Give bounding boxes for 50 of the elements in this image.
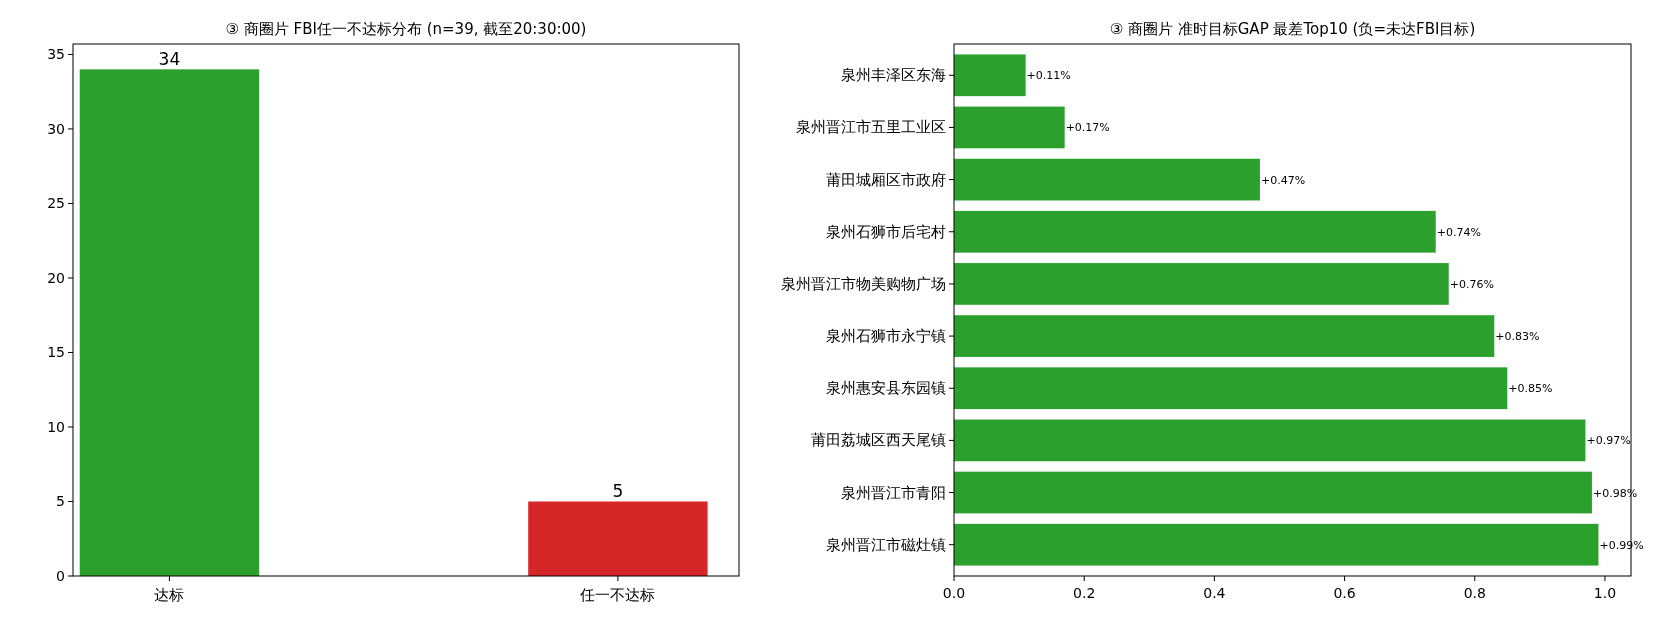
y-tick-label: 10: [47, 418, 65, 435]
y-tick-label: 泉州晋江市青阳: [841, 483, 946, 502]
data-label: +0.97%: [1586, 434, 1631, 448]
y-tick-label: 20: [47, 269, 65, 286]
y-tick-label: 15: [47, 344, 65, 361]
y-tick-label: 泉州石狮市后宅村: [826, 222, 946, 241]
y-tick-label: 泉州晋江市物美购物广场: [781, 274, 946, 293]
y-tick-label: 0: [56, 568, 65, 584]
data-label: +0.83%: [1495, 330, 1540, 344]
y-tick-label: 25: [47, 195, 65, 212]
bar: [954, 158, 1260, 201]
bar: [954, 54, 1026, 97]
data-label: +0.76%: [1449, 277, 1494, 291]
data-label: +0.98%: [1592, 486, 1638, 500]
y-tick-label: 35: [47, 46, 65, 63]
y-tick-label: 30: [47, 120, 65, 137]
data-label: 34: [158, 49, 181, 70]
x-tick-label: 任一不达标: [579, 586, 656, 604]
y-tick-label: 泉州晋江市五里工业区: [796, 118, 946, 137]
y-tick-label: 泉州石狮市永宁镇: [826, 327, 946, 346]
bar: [954, 106, 1065, 149]
x-tick-label: 0.6: [1333, 585, 1356, 601]
data-label: +0.74%: [1436, 225, 1481, 239]
x-tick-label: 0.2: [1073, 585, 1096, 601]
bar: [954, 315, 1495, 357]
data-label: 5: [612, 481, 624, 502]
y-tick-label: 5: [56, 493, 65, 510]
x-tick-label: 0.0: [942, 585, 966, 601]
x-tick-label: 0.8: [1463, 585, 1486, 601]
x-tick-label: 达标: [154, 586, 185, 604]
data-label: +0.11%: [1026, 69, 1071, 83]
x-tick-label: 0.4: [1203, 585, 1226, 601]
data-label: +0.85%: [1508, 382, 1553, 396]
y-tick-label: 莆田城厢区市政府: [826, 170, 946, 189]
bar: [954, 210, 1436, 253]
bar: [954, 523, 1599, 566]
bar: [954, 367, 1508, 410]
y-tick-label: 泉州惠安县东园镇: [826, 379, 946, 398]
data-label: +0.17%: [1065, 121, 1110, 135]
chart-title: ③ 商圈片 准时目标GAP 最差Top10 (负=未达FBI目标): [1109, 20, 1476, 38]
data-label: +0.47%: [1260, 173, 1306, 187]
y-tick-label: 泉州丰泽区东海: [841, 66, 946, 85]
y-tick-label: 莆田荔城区西天尾镇: [811, 431, 946, 450]
chart-title: ③ 商圈片 FBI任一不达标分布 (n=39, 截至20:30:00): [225, 20, 587, 38]
bar: [954, 419, 1586, 462]
bar: [954, 471, 1592, 514]
data-label: +0.99%: [1599, 538, 1644, 552]
y-tick-label: 泉州晋江市磁灶镇: [826, 535, 946, 554]
bar: [954, 263, 1449, 305]
x-tick-label: 1.0: [1593, 585, 1617, 601]
